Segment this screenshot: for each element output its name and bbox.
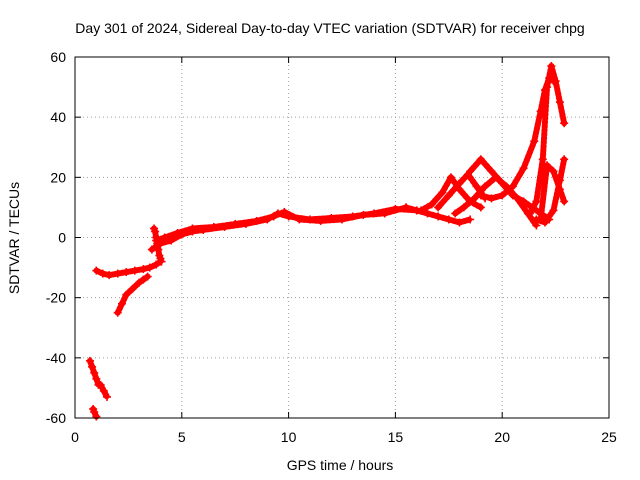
x-tick-label: 20	[494, 429, 510, 445]
chart-title: Day 301 of 2024, Sidereal Day-to-day VTE…	[75, 20, 584, 36]
y-tick-label: -60	[46, 410, 66, 426]
x-tick-label: 15	[388, 429, 404, 445]
data-point	[560, 119, 569, 128]
x-tick-label: 0	[71, 429, 79, 445]
y-tick-label: 0	[58, 230, 66, 246]
y-axis-label: SDTVAR / TECUs	[6, 182, 22, 294]
data-point	[476, 203, 485, 212]
y-tick-label: 40	[50, 109, 66, 125]
data-trace-segment	[537, 162, 551, 223]
y-tick-label: 20	[50, 169, 66, 185]
data-trace-segment	[550, 177, 563, 214]
x-tick-label: 25	[601, 429, 617, 445]
data-point	[560, 197, 569, 206]
data-trace-segment	[520, 138, 538, 172]
x-tick-label: 10	[281, 429, 297, 445]
x-tick-label: 5	[178, 429, 186, 445]
data-trace-segment	[539, 84, 551, 163]
data-trace-segment	[509, 165, 527, 190]
y-tick-label: 60	[50, 49, 66, 65]
y-tick-label: -20	[46, 290, 66, 306]
data-trace-segment	[533, 156, 546, 205]
data-point	[92, 412, 101, 421]
data-trace-segment	[381, 204, 410, 217]
data-points	[85, 62, 569, 421]
data-point	[560, 155, 569, 164]
data-point	[103, 392, 112, 401]
data-point	[157, 257, 166, 266]
axis-ticks: 0 5 10 15 20 25 -60 -40 -20 0 20 40 60	[46, 49, 617, 445]
data-point	[466, 215, 475, 224]
y-tick-label: -40	[46, 350, 66, 366]
data-trace-segment	[531, 108, 544, 145]
data-point	[143, 272, 152, 281]
x-axis-label: GPS time / hours	[287, 457, 394, 473]
